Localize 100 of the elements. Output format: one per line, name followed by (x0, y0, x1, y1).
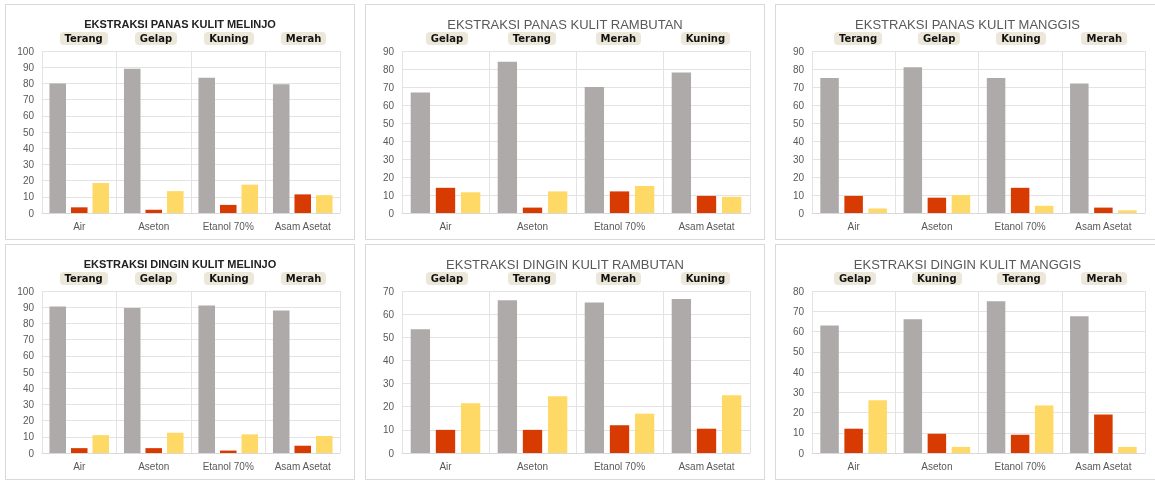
bar (696, 195, 717, 213)
y-tick-label: 0 (798, 447, 805, 459)
bar (315, 195, 333, 213)
text: Terang (507, 32, 556, 45)
x-tick-label: Air (439, 220, 453, 232)
y-tick-label: 0 (28, 447, 35, 459)
x-tick-label: Aseton (516, 220, 549, 232)
bar (1094, 207, 1113, 213)
x-tick-label: Etanol 70% (593, 220, 646, 232)
bar (951, 446, 971, 453)
bar (584, 302, 605, 453)
bar (198, 77, 216, 213)
y-tick-label: 80 (22, 317, 35, 329)
bar (294, 445, 312, 453)
y-tick-label: 0 (798, 207, 805, 219)
bar (92, 435, 110, 453)
y-tick-label: 40 (382, 354, 395, 366)
bar (721, 196, 742, 213)
x-tick-label: Aseton (138, 460, 170, 472)
y-tick-label: 80 (792, 63, 805, 75)
bar (435, 429, 456, 453)
bar (272, 310, 290, 453)
bar (460, 192, 481, 213)
x-tick-label: Asam Asetat (274, 220, 332, 232)
bar (584, 87, 605, 213)
bar (522, 429, 543, 453)
bar (219, 204, 237, 213)
y-tick-label: 50 (792, 117, 805, 129)
x-tick-label: Etanol 70% (593, 460, 646, 472)
y-tick-label: 10 (22, 191, 35, 203)
bar (497, 61, 518, 213)
y-tick-label: 80 (22, 77, 35, 89)
bar (497, 300, 518, 453)
text: Terang (833, 32, 883, 45)
bar (92, 183, 110, 213)
bar (903, 67, 923, 213)
x-tick-label: Etanol 70% (202, 220, 254, 232)
text: Terang (59, 32, 108, 45)
y-tick-label: 60 (22, 110, 35, 122)
y-tick-label: 10 (382, 424, 395, 436)
bar (522, 207, 543, 213)
y-tick-label: 80 (792, 285, 805, 297)
bar (721, 395, 742, 453)
bar (410, 92, 431, 213)
y-tick-label: 30 (382, 153, 395, 165)
y-tick-label: 30 (792, 153, 805, 165)
y-tick-label: 40 (792, 366, 805, 378)
bar (294, 194, 312, 213)
y-tick-label: 70 (22, 94, 35, 106)
bar (1118, 446, 1137, 453)
text: Gelap (917, 32, 961, 45)
bar (198, 305, 216, 453)
y-tick-label: 90 (22, 61, 35, 73)
x-tick-label: Etanol 70% (994, 220, 1046, 232)
bar (868, 400, 887, 453)
bar (547, 191, 568, 213)
text: Merah (595, 272, 642, 285)
x-tick-label: Asam Asetat (1075, 220, 1132, 232)
y-tick-label: 50 (22, 366, 35, 378)
x-tick-label: Aseton (138, 220, 170, 232)
bar (123, 308, 141, 453)
bar (1070, 83, 1089, 213)
y-tick-label: 20 (382, 401, 395, 413)
bar (410, 329, 431, 453)
chart-title: EKSTRAKSI PANAS KULIT RAMBUTAN (447, 17, 683, 32)
x-tick-label: Air (73, 460, 87, 472)
y-tick-label: 0 (28, 207, 35, 219)
bar (609, 191, 630, 213)
text: Merah (595, 32, 642, 45)
x-tick-label: Air (439, 460, 453, 472)
y-tick-label: 30 (22, 158, 35, 170)
chart-title: EKSTRAKSI PANAS KULIT MELINJO (84, 17, 277, 30)
bar (951, 195, 971, 213)
y-tick-label: 40 (22, 142, 35, 154)
bar (609, 425, 630, 453)
bar (49, 83, 67, 213)
y-tick-label: 10 (382, 189, 395, 201)
y-tick-label: 40 (792, 135, 805, 147)
bar (671, 299, 692, 453)
y-tick-label: 70 (382, 81, 395, 93)
bar (272, 84, 290, 213)
text: Gelap (425, 32, 469, 45)
bar (927, 433, 947, 453)
y-tick-label: 0 (388, 447, 395, 459)
bar (315, 435, 333, 453)
x-tick-label: Asam Asetat (678, 460, 735, 472)
bar (634, 413, 655, 453)
y-tick-label: 60 (22, 350, 35, 362)
x-tick-label: Etanol 70% (202, 460, 254, 472)
bar (1010, 434, 1030, 453)
y-tick-label: 70 (22, 334, 35, 346)
y-tick-label: 100 (17, 45, 35, 57)
chart-title: EKSTRAKSI DINGIN KULIT MANGGIS (853, 257, 1082, 272)
bar (547, 396, 568, 453)
bar (844, 195, 863, 213)
text: Terang (997, 272, 1046, 285)
bar (844, 428, 863, 453)
y-tick-label: 30 (22, 398, 35, 410)
text: Kuning (912, 272, 962, 285)
text: Kuning (996, 32, 1046, 45)
